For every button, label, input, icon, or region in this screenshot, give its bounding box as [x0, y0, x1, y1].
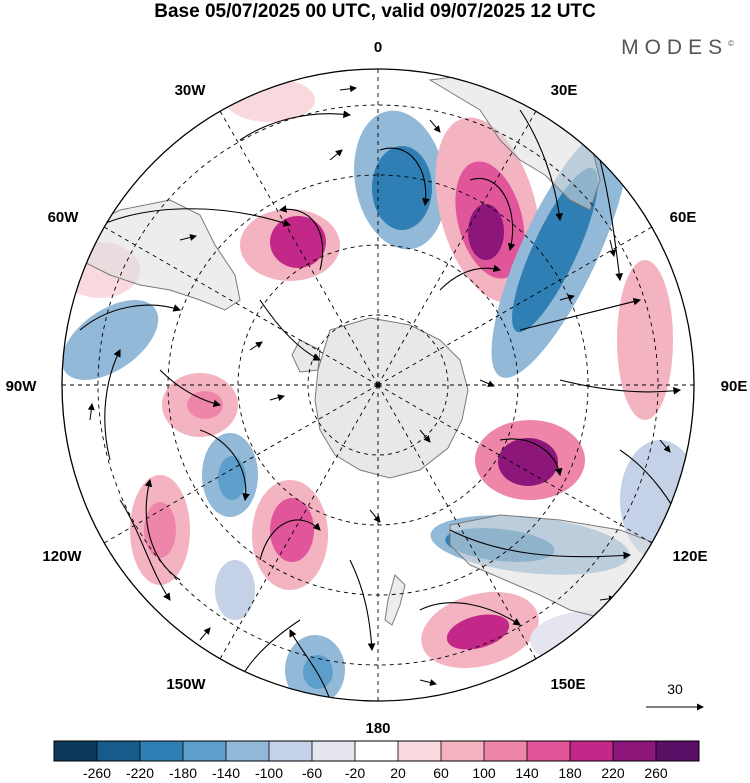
label-lon-90e: 90E: [721, 378, 748, 395]
wind-vectors: [87, 85, 671, 686]
colorbar-swatch: [269, 741, 313, 761]
label-lon-0: 0: [374, 39, 382, 56]
colorbar-swatch: [527, 741, 571, 761]
chart-title: Base 05/07/2025 00 UTC, valid 09/07/2025…: [154, 1, 596, 22]
colorbar-swatch: [355, 741, 399, 761]
colorbar-swatch: [441, 741, 485, 761]
colorbar-swatch: [140, 741, 184, 761]
colorbar-tick-label: 220: [601, 765, 625, 781]
colorbar-swatch: [312, 741, 356, 761]
colorbar-tick-label: -260: [83, 765, 111, 781]
label-lon-60e: 60E: [670, 209, 697, 226]
colorbar-tick-label: 180: [558, 765, 582, 781]
colorbar-swatch: [484, 741, 528, 761]
colorbar-tick-label: -220: [126, 765, 154, 781]
wind-reference: 30: [646, 681, 704, 711]
label-lon-30e: 30E: [551, 82, 578, 99]
label-lon-30w: 30W: [175, 82, 207, 99]
colorbar-tick-label: 140: [515, 765, 539, 781]
graticule: [62, 69, 694, 701]
wind-reference-value: 30: [667, 681, 683, 697]
colorbar-swatches: [54, 741, 700, 761]
colorbar-tick-label: -100: [255, 765, 283, 781]
label-lon-150w: 150W: [166, 676, 206, 693]
colorbar-tick-label: -180: [169, 765, 197, 781]
label-lon-60w: 60W: [48, 209, 80, 226]
label-lon-180: 180: [365, 720, 390, 737]
label-lon-120w: 120W: [42, 548, 82, 565]
colorbar-swatch: [656, 741, 700, 761]
colorbar-tick-label: 60: [433, 765, 449, 781]
colorbar-tick-label: 100: [472, 765, 496, 781]
colorbar-tick-label: 260: [644, 765, 668, 781]
label-lon-120e: 120E: [672, 548, 707, 565]
colorbar-swatch: [97, 741, 141, 761]
south-america: [79, 199, 241, 311]
modes-logo: MODES©: [621, 36, 734, 59]
label-lon-90w: 90W: [6, 378, 38, 395]
colorbar-swatch: [226, 741, 270, 761]
colorbar-swatch: [613, 741, 657, 761]
colorbar-swatch: [570, 741, 614, 761]
colorbar-swatch: [183, 741, 227, 761]
new-zealand: [384, 574, 406, 626]
colorbar-tick-label: 20: [390, 765, 406, 781]
colorbar-tick-label: -140: [212, 765, 240, 781]
map-disc: [62, 69, 694, 701]
longitude-labels: 0 30E 60E 90E 120E 150E 180 150W 120W 90…: [6, 39, 748, 737]
colorbar-frame: [53, 740, 700, 762]
colorbar-tick-label: -60: [302, 765, 322, 781]
colorbar-tick-label: -20: [345, 765, 365, 781]
colorbar: -260 -220 -180 -140 -100 -60 -20 20 60 100 140 180 2…: [53, 740, 700, 781]
map-boundary: [61, 68, 695, 702]
colorbar-ticks: -260 -220 -180 -140 -100 -60 -20 20 60 100 140 180 2…: [83, 741, 668, 781]
colorbar-swatch: [398, 741, 442, 761]
label-lon-150e: 150E: [550, 676, 585, 693]
colorbar-swatch: [54, 741, 98, 761]
